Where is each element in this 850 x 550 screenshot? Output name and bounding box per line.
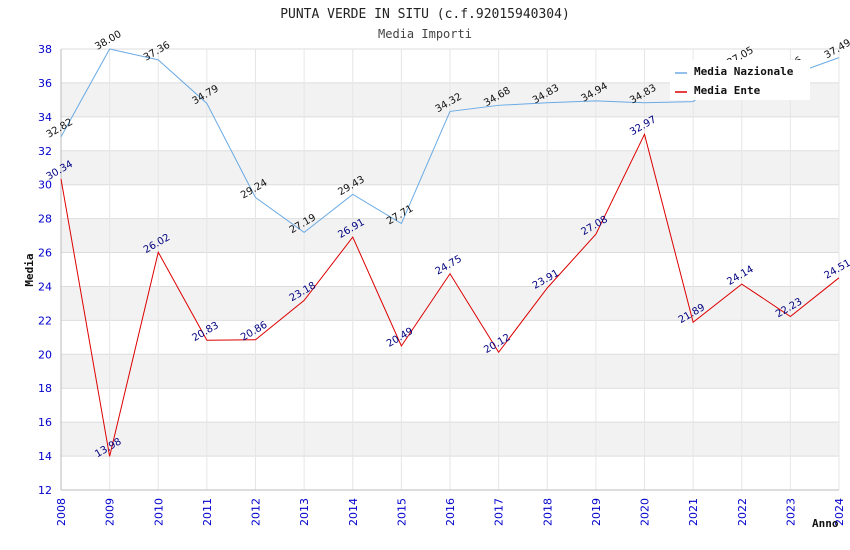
x-tick-2010: 2010 <box>152 498 165 526</box>
x-tick-2020: 2020 <box>639 498 652 526</box>
y-tick-12: 12 <box>38 484 52 497</box>
y-tick-34: 34 <box>38 111 52 124</box>
data-label-media-ente-2017: 20.12 <box>482 332 512 356</box>
data-label-media-ente-2020: 32.97 <box>628 114 658 138</box>
y-tick-20: 20 <box>38 348 52 361</box>
y-tick-28: 28 <box>38 213 52 226</box>
y-axis-label: Media <box>23 253 36 286</box>
data-label-media-ente-2022: 24.14 <box>725 264 755 288</box>
y-tick-16: 16 <box>38 416 52 429</box>
y-tick-24: 24 <box>38 280 52 293</box>
x-tick-2013: 2013 <box>298 498 311 526</box>
y-tick-36: 36 <box>38 77 52 90</box>
x-tick-2018: 2018 <box>541 498 554 526</box>
data-label-media-nazionale-2024: 37.49 <box>823 38 850 62</box>
data-label-media-ente-2015: 20.49 <box>385 326 415 350</box>
x-tick-2012: 2012 <box>250 498 263 526</box>
series-line-media-ente <box>60 132 840 457</box>
y-tick-labels: 12 14 16 18 20 22 24 26 28 30 32 34 36 38 <box>38 43 52 497</box>
x-tick-2022: 2022 <box>736 498 749 526</box>
x-tick-2011: 2011 <box>201 498 214 526</box>
x-tick-2015: 2015 <box>395 498 408 526</box>
y-tick-26: 26 <box>38 247 52 260</box>
x-tick-2014: 2014 <box>347 498 360 526</box>
data-label-media-ente-2024: 24.51 <box>823 258 850 282</box>
chart-subtitle: Media Importi <box>378 27 472 41</box>
x-tick-labels: 2008 2009 2010 2011 2012 2013 2014 2015 2016 2017… <box>55 498 846 526</box>
x-tick-2009: 2009 <box>104 498 117 526</box>
y-tick-30: 30 <box>38 179 52 192</box>
chart-title: PUNTA VERDE IN SITU (c.f.92015940304) <box>280 7 570 22</box>
x-tick-2016: 2016 <box>444 498 457 526</box>
y-tick-14: 14 <box>38 450 52 463</box>
grid-lines <box>60 48 840 491</box>
legend-label-media-nazionale: Media Nazionale <box>694 65 794 78</box>
axes <box>60 49 839 491</box>
y-tick-32: 32 <box>38 145 52 158</box>
x-tick-2023: 2023 <box>784 498 797 526</box>
legend-label-media-ente: Media Ente <box>694 84 761 97</box>
x-tick-2024: 2024 <box>833 498 846 526</box>
x-tick-2008: 2008 <box>55 498 68 526</box>
data-label-media-ente-2016: 24.75 <box>434 254 464 278</box>
y-tick-38: 38 <box>38 43 52 56</box>
x-tick-2017: 2017 <box>493 498 506 526</box>
legend-box <box>670 60 810 100</box>
x-tick-2019: 2019 <box>590 498 603 526</box>
y-tick-18: 18 <box>38 382 52 395</box>
x-axis-label: Anno <box>812 517 839 530</box>
y-tick-22: 22 <box>38 314 52 327</box>
x-tick-2021: 2021 <box>687 498 700 526</box>
